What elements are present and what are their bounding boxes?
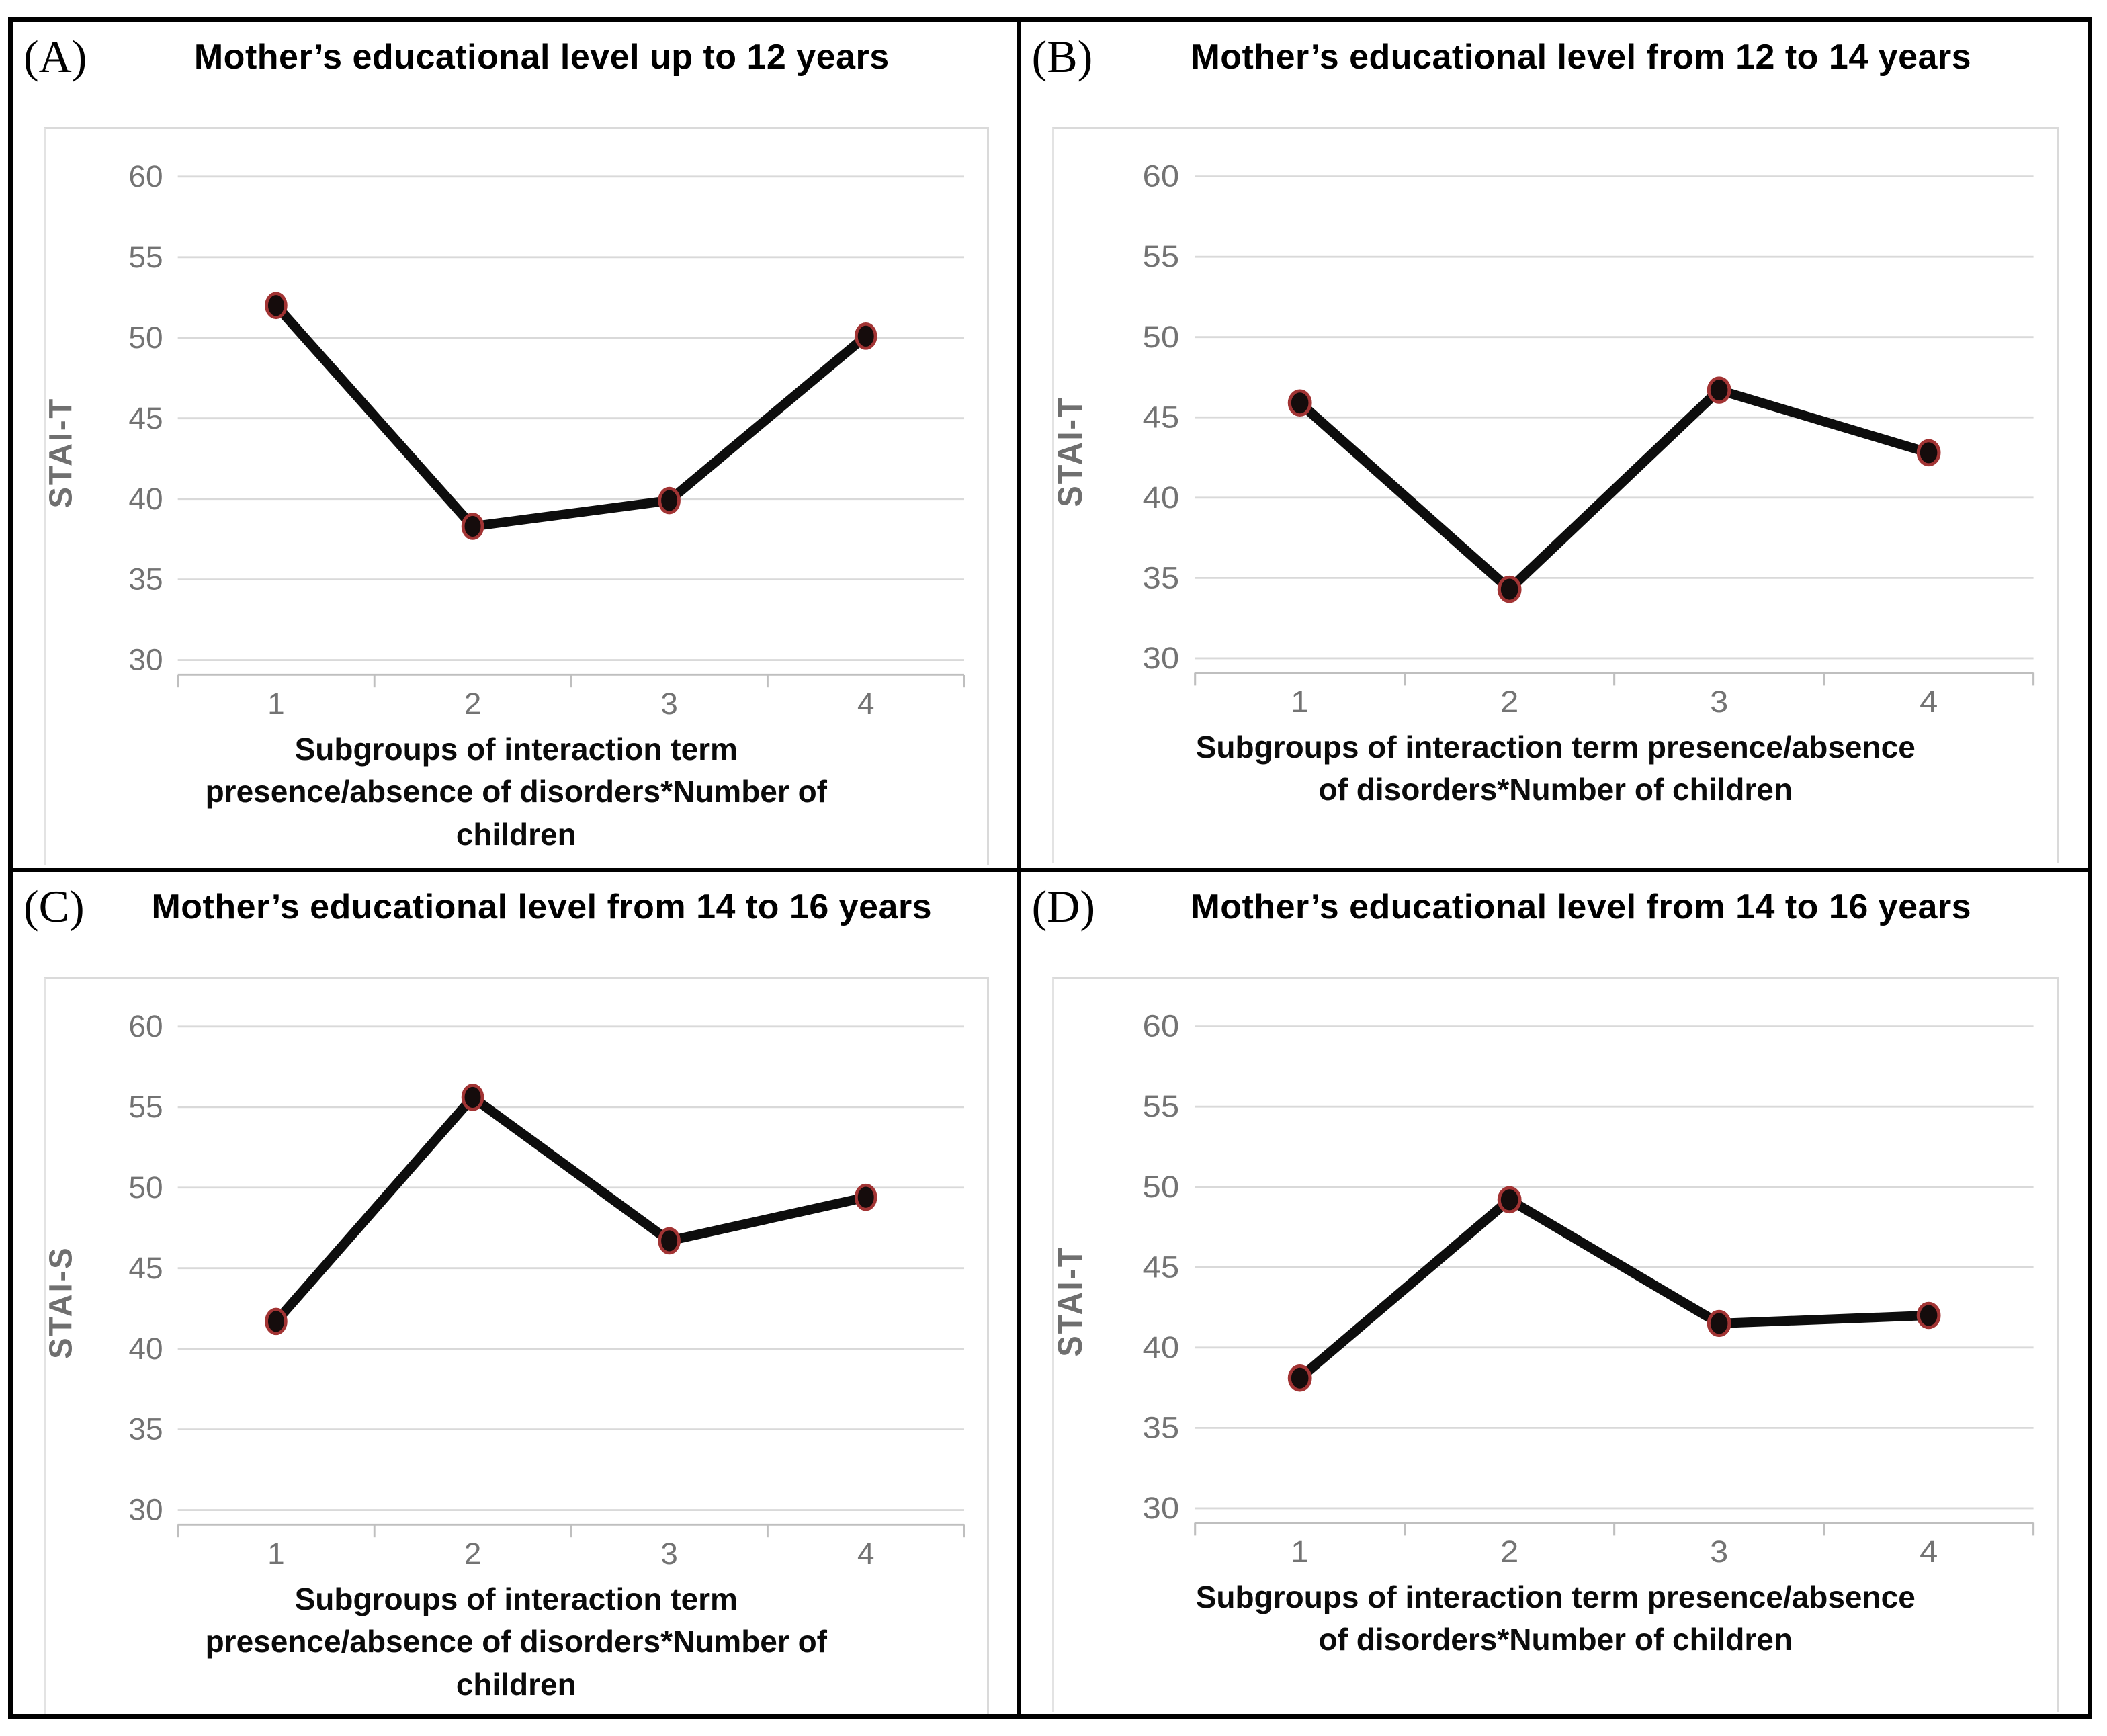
- x-tick-label: 4: [1920, 1534, 1938, 1569]
- data-line: [1295, 385, 1930, 595]
- data-point-marker: [1707, 376, 1731, 404]
- y-tick-label: 60: [128, 159, 163, 193]
- panel-c: (C) Mother’s educational level from 14 t…: [13, 868, 1017, 1714]
- panel-d-title: Mother’s educational level from 14 to 16…: [1191, 887, 1972, 926]
- x-tick-label: 3: [660, 1536, 678, 1571]
- panel-a-letter: (A): [24, 31, 87, 82]
- panel-c-title: Mother’s educational level from 14 to 16…: [151, 887, 933, 926]
- y-tick-label: 60: [128, 1009, 163, 1043]
- panel-d: (D) Mother’s educational level from 14 t…: [1017, 868, 2088, 1714]
- panel-c-letter: (C): [24, 881, 85, 932]
- data-point-marker: [854, 322, 877, 350]
- data-point-marker: [1916, 1301, 1941, 1330]
- y-tick-label: 50: [1142, 320, 1179, 354]
- y-tick-label: 60: [1142, 159, 1179, 193]
- figure-frame: (A) Mother’s educational level up to 12 …: [8, 17, 2092, 1719]
- data-point-marker: [1916, 439, 1941, 467]
- panel-b: (B) Mother’s educational level from 12 t…: [1017, 22, 2088, 868]
- y-tick-label: 60: [1142, 1008, 1179, 1043]
- y-tick-label: 45: [1142, 1250, 1179, 1284]
- x-tick-label: 4: [1920, 685, 1938, 719]
- panel-b-title: Mother’s educational level from 12 to 14…: [1191, 38, 1972, 77]
- data-point-marker: [265, 292, 288, 320]
- data-point-marker: [854, 1183, 877, 1211]
- x-tick-label: 1: [1291, 685, 1309, 719]
- panel-a-chart-area: 30 35 40 45 50 55 60 1 2 3 4 STAI-T Subgroups of in…: [44, 127, 989, 866]
- x-tick-label: 2: [464, 687, 482, 721]
- panel-a-header: (A) Mother’s educational level up to 12 …: [13, 22, 1017, 101]
- panel-b-xaxis-title: Subgroups of interaction term presence/a…: [1195, 729, 1916, 808]
- y-tick-label: 45: [128, 401, 163, 435]
- panel-b-header: (B) Mother’s educational level from 12 t…: [1021, 22, 2088, 101]
- y-axis-title: STAI-T: [1054, 1246, 1089, 1357]
- panel-c-xaxis-title: Subgroups of interaction term presence/a…: [205, 1581, 827, 1702]
- x-tick-label: 4: [857, 687, 875, 721]
- y-tick-label: 30: [128, 1493, 163, 1527]
- data-line: [272, 1092, 867, 1325]
- y-tick-label: 55: [1142, 1089, 1179, 1123]
- data-line: [1296, 1195, 1929, 1382]
- x-tick-label: 1: [267, 687, 285, 721]
- x-tick-label: 2: [1500, 685, 1518, 719]
- y-axis-title: STAI-T: [1054, 396, 1089, 507]
- data-point-marker: [1287, 389, 1312, 417]
- y-tick-label: 30: [1142, 1491, 1179, 1525]
- y-tick-label: 40: [128, 1332, 163, 1366]
- x-tick-label: 2: [1500, 1534, 1518, 1569]
- panel-c-chart-area: 30 35 40 45 50 55 60 1 2 3 4 STAI-S Subgroups of in…: [44, 977, 989, 1714]
- line-chart-d: 30 35 40 45 50 55 60 1 2 3 4 STAI-T: [1054, 1008, 2034, 1569]
- panel-b-letter: (B): [1031, 31, 1093, 82]
- panel-d-chart-area: 30 35 40 45 50 55 60 1 2 3 4 STAI-T Subgroups of in…: [1051, 977, 2059, 1713]
- y-tick-label: 55: [1142, 239, 1179, 273]
- y-tick-label: 30: [128, 643, 163, 677]
- y-tick-label: 35: [1142, 1410, 1179, 1444]
- line-chart-c: 30 35 40 45 50 55 60 1 2 3 4 STAI-S: [46, 1009, 965, 1571]
- data-point-marker: [1287, 1364, 1312, 1392]
- data-point-marker: [1497, 575, 1522, 603]
- data-point-marker: [265, 1307, 288, 1336]
- data-point-marker: [1497, 1186, 1522, 1214]
- line-chart-a: 30 35 40 45 50 55 60 1 2 3 4 STAI-T: [46, 159, 965, 721]
- y-tick-label: 40: [1142, 480, 1179, 515]
- data-point-marker: [1707, 1309, 1731, 1338]
- x-tick-label: 2: [464, 1536, 482, 1571]
- data-point-marker: [658, 1227, 681, 1255]
- data-point-marker: [461, 513, 484, 540]
- y-tick-label: 55: [128, 1090, 163, 1124]
- y-axis-title: STAI-S: [46, 1246, 79, 1359]
- y-tick-label: 40: [128, 482, 163, 516]
- x-tick-label: 4: [857, 1536, 875, 1571]
- data-point-marker: [461, 1084, 484, 1111]
- y-tick-label: 40: [1142, 1330, 1179, 1364]
- y-tick-label: 50: [128, 320, 163, 355]
- y-axis-title: STAI-T: [46, 397, 79, 509]
- y-tick-label: 35: [1142, 560, 1179, 595]
- panel-a-xaxis-title: Subgroups of interaction term presence/a…: [205, 731, 827, 852]
- x-tick-label: 1: [1291, 1534, 1309, 1569]
- panel-c-header: (C) Mother’s educational level from 14 t…: [13, 872, 1017, 951]
- line-chart-b: 30 35 40 45 50 55 60 1 2 3 4 STAI-T: [1054, 159, 2034, 719]
- panel-a: (A) Mother’s educational level up to 12 …: [13, 22, 1017, 868]
- y-tick-label: 45: [128, 1251, 163, 1285]
- x-tick-label: 3: [660, 687, 678, 721]
- y-tick-label: 35: [128, 1412, 163, 1446]
- data-line: [272, 302, 869, 531]
- y-tick-label: 55: [128, 240, 163, 274]
- y-tick-label: 45: [1142, 400, 1179, 434]
- data-point-marker: [658, 486, 681, 515]
- panel-d-xaxis-title: Subgroups of interaction term presence/a…: [1195, 1579, 1916, 1657]
- x-tick-label: 3: [1710, 685, 1728, 719]
- panel-d-header: (D) Mother’s educational level from 14 t…: [1021, 872, 2088, 951]
- y-tick-label: 30: [1142, 641, 1179, 675]
- panel-b-chart-area: 30 35 40 45 50 55 60 1 2 3 4 STAI-T Subgroups of in…: [1051, 127, 2059, 863]
- panel-d-letter: (D): [1031, 881, 1095, 932]
- y-tick-label: 50: [1142, 1170, 1179, 1204]
- x-tick-label: 3: [1710, 1534, 1728, 1569]
- x-tick-label: 1: [267, 1536, 285, 1571]
- y-tick-label: 50: [128, 1170, 163, 1205]
- y-tick-label: 35: [128, 562, 163, 597]
- panel-a-title: Mother’s educational level up to 12 year…: [194, 38, 890, 77]
